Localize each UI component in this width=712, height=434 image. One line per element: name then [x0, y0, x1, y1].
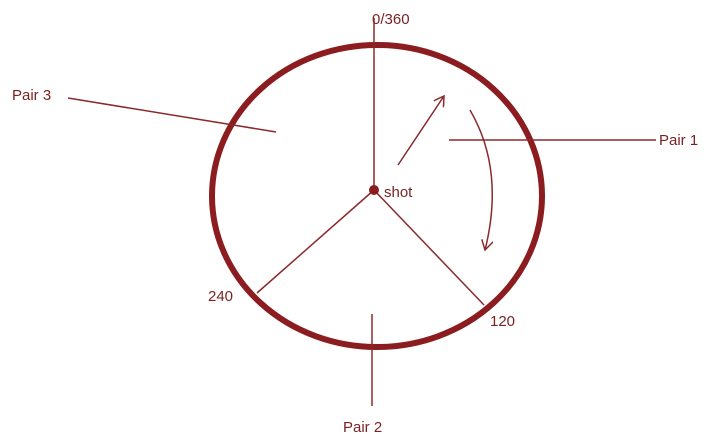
line-120 [373, 189, 485, 306]
label-top: 0/360 [372, 11, 410, 28]
label-center: shot [384, 184, 413, 201]
center-dot [369, 185, 379, 195]
arrow-straight [397, 96, 444, 166]
label-pair1: Pair 1 [659, 132, 698, 149]
label-pair3: Pair 3 [12, 87, 51, 104]
pair3-leader [67, 97, 277, 133]
circle [209, 42, 545, 350]
label-240: 240 [208, 288, 233, 305]
arrow-curved [469, 109, 492, 250]
label-120: 120 [490, 313, 515, 330]
line-240 [256, 189, 375, 294]
label-pair2: Pair 2 [343, 419, 382, 434]
